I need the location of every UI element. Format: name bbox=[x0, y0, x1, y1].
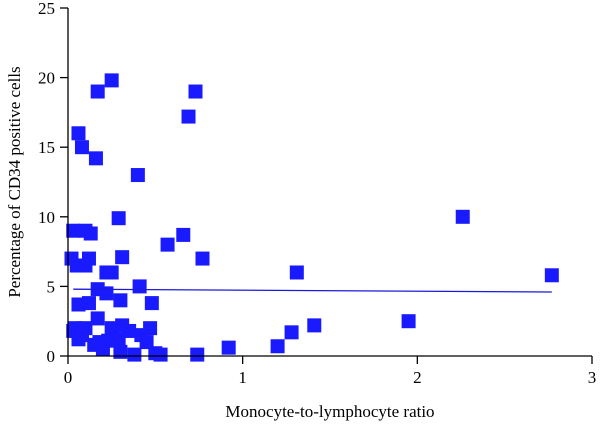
data-point bbox=[81, 296, 96, 311]
data-point bbox=[544, 268, 559, 283]
data-point bbox=[113, 344, 128, 359]
data-point bbox=[289, 265, 304, 280]
data-point bbox=[188, 84, 203, 99]
data-point bbox=[139, 335, 154, 350]
y-tick-label: 10 bbox=[38, 208, 55, 227]
data-point bbox=[195, 251, 210, 266]
data-point bbox=[71, 126, 86, 141]
data-point bbox=[401, 314, 416, 329]
data-point bbox=[74, 328, 89, 343]
data-point bbox=[143, 321, 158, 336]
data-point bbox=[284, 325, 299, 340]
y-tick-label: 20 bbox=[38, 69, 55, 88]
data-point bbox=[127, 347, 142, 362]
data-point bbox=[270, 339, 285, 354]
trend-line bbox=[73, 288, 552, 293]
data-point bbox=[66, 223, 81, 238]
data-point bbox=[104, 73, 119, 88]
data-point bbox=[90, 84, 105, 99]
x-axis-title: Monocyte-to-lymphocyte ratio bbox=[225, 402, 434, 421]
data-point bbox=[99, 286, 114, 301]
data-point bbox=[90, 311, 105, 326]
data-point bbox=[115, 250, 130, 265]
y-tick-label: 15 bbox=[38, 138, 55, 157]
data-point bbox=[221, 340, 236, 355]
data-point bbox=[95, 342, 110, 357]
data-point bbox=[144, 296, 159, 311]
data-point bbox=[190, 347, 205, 362]
x-tick-label: 0 bbox=[64, 368, 73, 387]
data-point bbox=[113, 293, 128, 308]
data-point bbox=[160, 237, 175, 252]
axes: 0 5 10 15 20 25 0 1 2 3 bbox=[38, 0, 596, 387]
data-point bbox=[74, 140, 89, 155]
data-point bbox=[104, 265, 119, 280]
data-point bbox=[132, 279, 147, 294]
data-point bbox=[307, 318, 322, 333]
data-point bbox=[455, 209, 470, 224]
data-point bbox=[78, 258, 93, 273]
data-point bbox=[88, 151, 103, 166]
x-tick-label: 2 bbox=[413, 368, 422, 387]
data-point bbox=[130, 168, 145, 183]
data-point bbox=[176, 227, 191, 242]
x-tick-label: 1 bbox=[238, 368, 247, 387]
y-axis-title: Percentage of CD34 positive cells bbox=[5, 66, 24, 297]
data-point bbox=[153, 347, 168, 362]
y-tick-label: 0 bbox=[47, 347, 56, 366]
data-point bbox=[181, 109, 196, 124]
y-tick-label: 25 bbox=[38, 0, 55, 18]
data-point bbox=[83, 226, 98, 241]
y-tick-label: 5 bbox=[47, 277, 56, 296]
data-point bbox=[111, 211, 126, 226]
x-tick-label: 3 bbox=[588, 368, 597, 387]
data-point bbox=[111, 332, 126, 347]
plot-area bbox=[64, 73, 559, 362]
